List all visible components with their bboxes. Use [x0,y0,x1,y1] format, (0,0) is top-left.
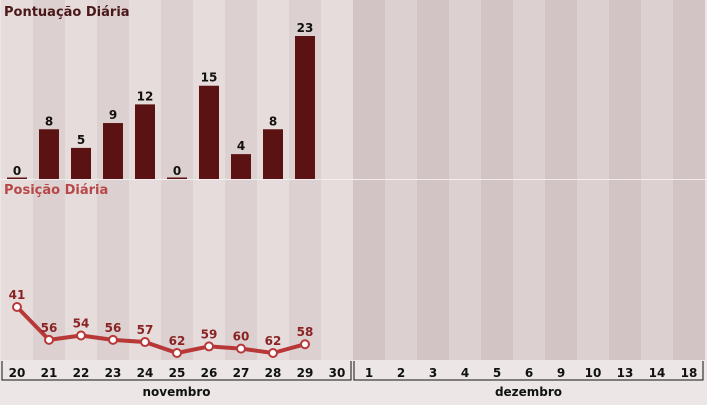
position-point [44,334,54,345]
position-label: 57 [137,323,154,337]
date-tick-label: 25 [169,366,186,380]
position-point [172,348,182,358]
date-tick-label: 9 [557,366,565,380]
score-bar [39,129,59,179]
date-tick-label: 1 [365,366,373,380]
date-tick-label: 23 [105,366,122,380]
position-label: 54 [73,316,90,330]
position-label: 56 [105,321,122,335]
score-bar [103,123,123,179]
score-bar [135,104,155,179]
date-tick-label: 21 [41,366,58,380]
date-tick-label: 4 [461,366,469,380]
position-line: 41 56 54 56 57 62 59 60 62 58 [9,288,314,358]
score-bar [295,36,315,179]
position-label: 59 [201,327,218,341]
score-bar [71,147,91,179]
score-bar [199,85,219,179]
score-bar [7,177,27,179]
column-stripes [33,0,705,360]
position-point [204,341,214,352]
score-bar-label: 15 [201,71,218,85]
score-bar-label: 0 [173,164,181,178]
date-tick-label: 20 [9,366,26,380]
position-point [140,337,150,348]
date-tick-label: 5 [493,366,501,380]
score-bar-label: 12 [137,89,154,103]
score-bar [167,177,187,179]
month-bracket [1,361,352,381]
month-label: novembro [142,385,210,399]
position-point [76,330,86,341]
position-label: 58 [297,325,314,339]
score-bars: 0 8 5 9 12 0 15 4 8 23 [7,21,315,179]
date-tick-label: 14 [649,366,666,380]
score-bar [231,154,251,179]
date-tick-label: 3 [429,366,437,380]
position-chart-title: Posição Diária [4,183,108,198]
position-label: 56 [41,321,58,335]
position-label: 62 [265,334,282,348]
position-point [268,348,278,358]
date-tick-label: 10 [585,366,602,380]
score-bar [263,129,283,179]
month-label: dezembro [495,385,562,399]
date-tick-label: 27 [233,366,250,380]
date-tick-label: 13 [617,366,634,380]
date-tick-label: 29 [297,366,314,380]
position-label: 60 [233,330,250,344]
score-bar-label: 4 [237,139,245,153]
score-bar-label: 5 [77,133,85,147]
date-tick-label: 24 [137,366,154,380]
date-tick-label: 28 [265,366,282,380]
date-tick-label: 26 [201,366,218,380]
score-bar-label: 0 [13,164,21,178]
position-line-path [15,305,306,355]
date-tick-label: 6 [525,366,533,380]
score-bar-label: 23 [297,21,314,35]
date-axis: 20 21 22 23 24 25 26 27 28 29 30 1 2 3 4 5 6 9 10 13 14 18nov… [0,361,707,401]
score-bar-label: 8 [269,114,277,128]
score-chart-title: Pontuação Diária [4,5,130,20]
date-tick-label: 30 [329,366,346,380]
score-bar-label: 8 [45,114,53,128]
score-bar-label: 9 [109,108,117,122]
position-point [300,339,310,350]
month-bracket [353,361,704,381]
date-tick-label: 18 [681,366,698,380]
position-point [236,343,246,354]
date-tick-label: 2 [397,366,405,380]
position-label: 62 [169,334,186,348]
position-point [12,302,22,312]
position-label: 41 [9,288,26,302]
date-tick-label: 22 [73,366,90,380]
position-point [108,334,118,345]
